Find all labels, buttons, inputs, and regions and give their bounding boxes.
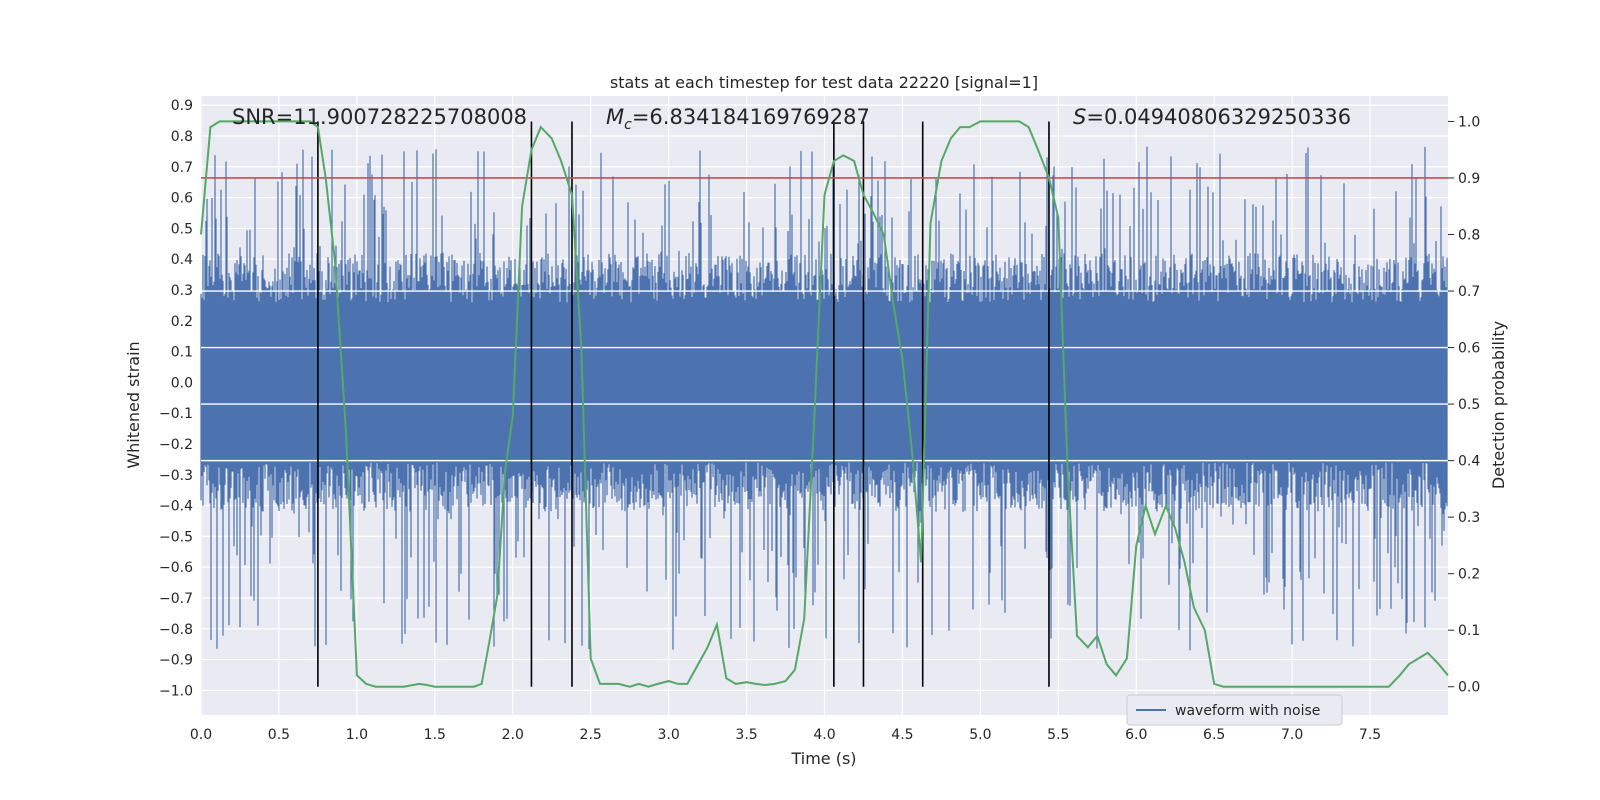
s-symbol: S (1073, 105, 1086, 129)
x-tick-label: 1.5 (424, 727, 446, 743)
y-tick-label-left: −0.9 (159, 653, 193, 669)
x-tick-label: 5.0 (969, 727, 991, 743)
mc-subscript: c (624, 117, 632, 133)
y-tick-label-right: 0.4 (1458, 454, 1480, 470)
chart-title: stats at each timestep for test data 222… (610, 73, 1038, 92)
x-tick-label: 3.5 (735, 727, 757, 743)
y-axis-label-left: Whitened strain (124, 341, 143, 468)
mc-value: =6.834184169769287 (632, 105, 870, 129)
y-tick-label-left: −0.8 (159, 622, 193, 638)
x-tick-label: 7.5 (1359, 727, 1381, 743)
y-tick-label-left: −0.5 (159, 529, 193, 545)
y-tick-label-left: −0.7 (159, 591, 193, 607)
y-tick-label-right: 0.7 (1458, 284, 1480, 300)
x-tick-label: 2.0 (502, 727, 524, 743)
y-tick-label-right: 0.8 (1458, 227, 1480, 243)
y-tick-label-left: 0.6 (171, 191, 193, 207)
x-tick-label: 7.0 (1281, 727, 1303, 743)
y-tick-labels-right: 1.0 0.9 0.8 0.7 0.6 0.5 0.4 0.3 0.2 0.1 0.0 (1448, 114, 1480, 696)
s-value: =0.04940806329250336 (1086, 105, 1351, 129)
x-tick-label: 0.0 (190, 727, 212, 743)
x-tick-label: 1.0 (346, 727, 368, 743)
y-tick-label-right: 0.5 (1458, 397, 1480, 413)
legend-label: waveform with noise (1175, 703, 1320, 719)
x-tick-label: 0.5 (268, 727, 290, 743)
event-lines (317, 121, 1050, 687)
y-axis-label-right: Detection probability (1489, 321, 1508, 489)
y-tick-label-right: 0.3 (1458, 510, 1480, 526)
snr-annotation: SNR=11.900728225708008 (232, 105, 527, 129)
y-tick-label-left: −0.2 (159, 437, 193, 453)
y-tick-label-left: 0.8 (171, 129, 193, 145)
y-tick-label-left: 0.3 (171, 283, 193, 299)
x-tick-label: 6.0 (1125, 727, 1147, 743)
y-tick-label-left: −0.3 (159, 468, 193, 484)
y-tick-label-right: 0.6 (1458, 341, 1480, 357)
y-tick-label-left: −0.4 (159, 499, 193, 515)
y-tick-label-right: 0.9 (1458, 171, 1480, 187)
x-tick-label: 4.5 (891, 727, 913, 743)
y-tick-label-left: 0.5 (171, 221, 193, 237)
y-tick-label-right: 0.2 (1458, 567, 1480, 583)
waveform-series (200, 146, 1448, 651)
y-tick-label-left: 0.1 (171, 345, 193, 361)
y-tick-label-right: 0.0 (1458, 680, 1480, 696)
y-tick-label-right: 0.1 (1458, 623, 1480, 639)
y-tick-label-left: 0.9 (171, 98, 193, 114)
mc-symbol: M (606, 105, 624, 129)
y-tick-label-left: 0.2 (171, 314, 193, 330)
x-tick-label: 2.5 (580, 727, 602, 743)
y-tick-label-left: 0.7 (171, 160, 193, 176)
y-tick-label-left: −1.0 (159, 683, 193, 699)
y-tick-label-left: −0.1 (159, 406, 193, 422)
y-tick-label-left: 0.0 (171, 375, 193, 391)
x-axis-label: Time (s) (790, 749, 856, 768)
waveform-trace (200, 146, 1448, 651)
detection-probability-line (200, 120, 1449, 688)
x-tick-label: 4.0 (813, 727, 835, 743)
x-tick-labels: 0.0 0.5 1.0 1.5 2.0 2.5 3.0 3.5 4.0 4.5 5.0 5.5 6.0 6… (190, 727, 1381, 743)
legend: waveform with noise (1126, 694, 1343, 726)
chirp-mass-annotation: Mc=6.834184169769287 (606, 105, 870, 133)
s-annotation: S=0.04940806329250336 (1073, 105, 1351, 129)
y-tick-label-left: −0.6 (159, 560, 193, 576)
legend-box (1126, 694, 1343, 726)
x-tick-label: 5.5 (1047, 727, 1069, 743)
y-tick-label-left: 0.4 (171, 252, 193, 268)
x-tick-label: 6.5 (1203, 727, 1225, 743)
y-tick-label-right: 1.0 (1458, 114, 1480, 130)
x-tick-label: 3.0 (657, 727, 679, 743)
y-tick-labels-left: 0.9 0.8 0.7 0.6 0.5 0.4 0.3 0.2 0.1 0.0 −0.1 −0.2 −0… (159, 98, 193, 699)
